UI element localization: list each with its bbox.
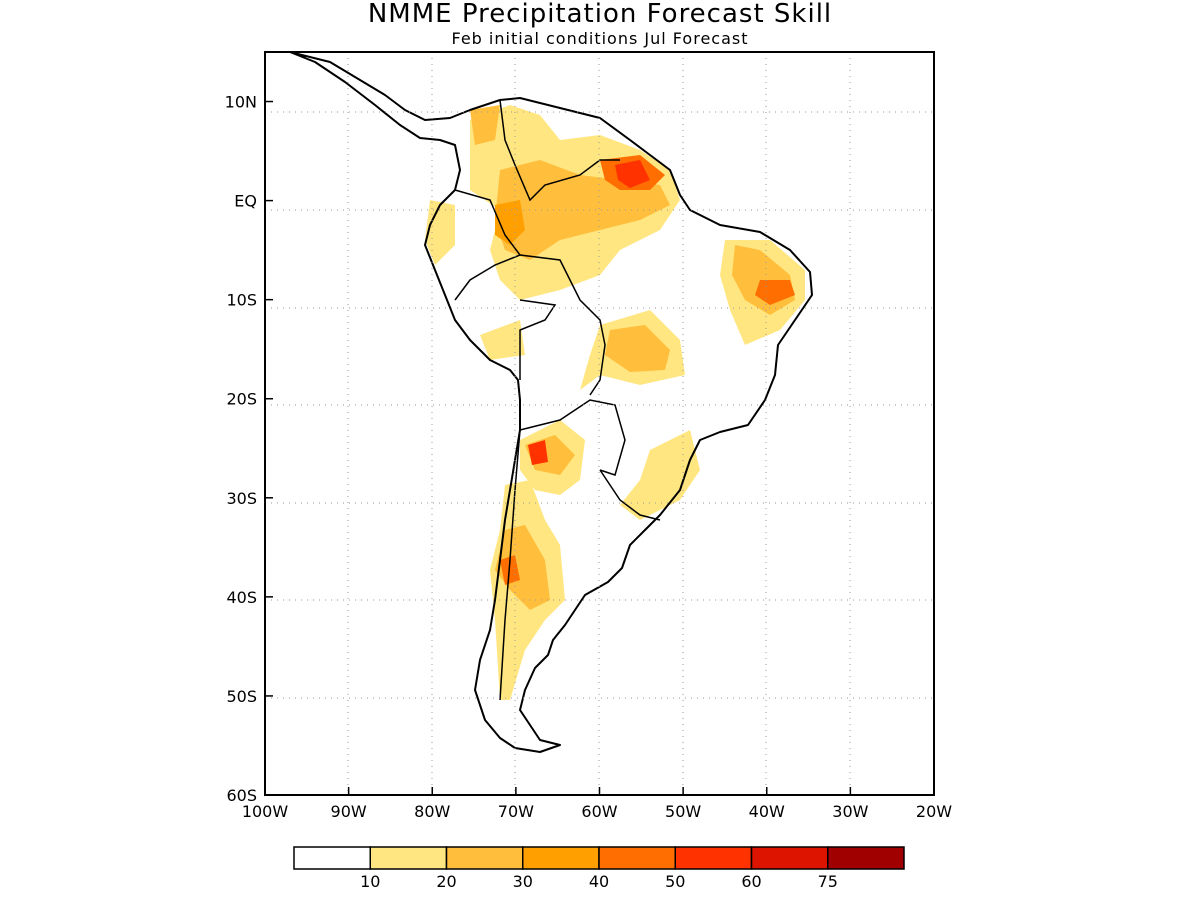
lon-tick-label: 100W <box>242 802 289 821</box>
longitude-axis: 100W 90W 80W 70W 60W 50W 40W 30W 20W <box>242 787 952 821</box>
skill-region <box>480 320 525 360</box>
colorbar-swatch <box>293 846 371 870</box>
colorbar-swatch <box>750 846 829 870</box>
colorbar-label: 50 <box>665 872 685 891</box>
lat-tick-label: EQ <box>234 192 257 211</box>
country-borders <box>454 99 661 701</box>
lon-tick-label: 70W <box>498 802 534 821</box>
lon-tick-label: 50W <box>665 802 701 821</box>
colorbar-label: 40 <box>589 872 609 891</box>
colorbar-label: 10 <box>360 872 380 891</box>
lon-tick-label: 80W <box>414 802 450 821</box>
map-subtitle: Feb initial conditions Jul Forecast <box>452 29 749 48</box>
skill-region <box>470 105 500 145</box>
skill-region <box>615 160 650 188</box>
colorbar-swatch <box>522 846 600 870</box>
colorbar-swatch <box>445 846 524 870</box>
colorbar-swatch <box>369 846 448 870</box>
colorbar: 10 20 30 40 50 60 75 <box>293 846 905 891</box>
skill-region <box>495 525 550 610</box>
lat-tick-label: 50S <box>226 687 257 706</box>
colorbar-label: 75 <box>818 872 838 891</box>
skill-shading <box>425 105 805 700</box>
lat-tick-label: 20S <box>226 390 257 409</box>
lat-tick-label: 40S <box>226 588 257 607</box>
skill-region <box>425 200 455 265</box>
lon-tick-label: 40W <box>749 802 785 821</box>
skill-region <box>495 200 525 245</box>
lon-tick-label: 90W <box>331 802 367 821</box>
lon-tick-label: 30W <box>832 802 868 821</box>
lon-tick-label: 20W <box>916 802 952 821</box>
lat-tick-label: 60S <box>226 786 257 805</box>
lat-tick-label: 10S <box>226 291 257 310</box>
skill-region <box>605 325 670 372</box>
colorbar-swatch <box>598 846 676 870</box>
colorbar-label: 60 <box>741 872 761 891</box>
colorbar-label: 30 <box>513 872 533 891</box>
lat-tick-label: 30S <box>226 489 257 508</box>
colorbar-swatch <box>674 846 753 870</box>
skill-region <box>528 440 548 465</box>
lon-tick-label: 60W <box>581 802 617 821</box>
map-title: NMME Precipitation Forecast Skill <box>368 0 832 29</box>
map-plot-area <box>265 52 934 795</box>
latitude-axis: 10N EQ 10S 20S 30S 40S 50S 60S <box>225 93 273 805</box>
skill-region <box>620 430 700 520</box>
colorbar-swatch <box>827 846 905 870</box>
colorbar-label: 20 <box>436 872 456 891</box>
south-america-coastline <box>289 52 813 753</box>
lat-tick-label: 10N <box>225 93 257 112</box>
skill-region <box>755 280 795 305</box>
